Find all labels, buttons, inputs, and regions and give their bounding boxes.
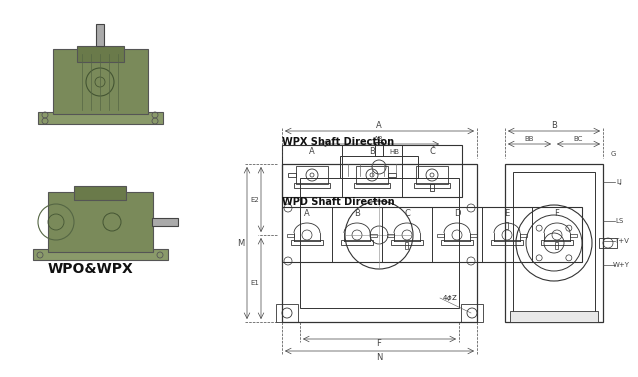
Bar: [405, 242, 408, 249]
Text: M: M: [237, 239, 244, 247]
Bar: [340, 156, 418, 178]
Bar: [375, 142, 383, 156]
Bar: [74, 186, 126, 200]
Bar: [416, 166, 448, 184]
Bar: [287, 234, 294, 237]
Text: W+Y: W+Y: [612, 262, 630, 268]
Bar: [505, 222, 508, 229]
Text: WPX Shaft Direction: WPX Shaft Direction: [282, 137, 394, 147]
Bar: [430, 184, 434, 191]
Text: A: A: [304, 210, 310, 219]
Bar: [505, 164, 603, 322]
Text: F: F: [376, 340, 382, 348]
Bar: [461, 304, 483, 322]
Bar: [288, 173, 296, 177]
Text: E1: E1: [251, 280, 260, 286]
Text: HB: HB: [389, 149, 399, 155]
Bar: [48, 192, 153, 252]
Bar: [510, 311, 598, 322]
Text: B: B: [369, 147, 375, 156]
Bar: [282, 164, 477, 322]
Bar: [388, 173, 396, 177]
Bar: [33, 249, 168, 260]
Bar: [470, 234, 477, 237]
Bar: [38, 112, 163, 124]
Bar: [437, 234, 444, 237]
Text: LJ: LJ: [616, 179, 622, 185]
Bar: [599, 238, 617, 248]
Bar: [53, 49, 148, 114]
Bar: [77, 46, 124, 62]
Bar: [555, 242, 558, 249]
Bar: [441, 240, 473, 245]
Bar: [300, 178, 459, 308]
Bar: [356, 166, 388, 184]
Text: G: G: [611, 151, 616, 157]
Text: BC: BC: [574, 136, 582, 142]
Text: D: D: [454, 210, 460, 219]
Text: BB: BB: [524, 136, 534, 142]
Text: T+V: T+V: [614, 238, 628, 244]
Bar: [541, 240, 573, 245]
Bar: [276, 304, 298, 322]
Bar: [294, 183, 330, 188]
Bar: [96, 24, 104, 46]
Text: A: A: [309, 147, 315, 156]
Text: N: N: [376, 352, 382, 362]
Bar: [341, 240, 373, 245]
Bar: [414, 183, 450, 188]
Bar: [370, 234, 377, 237]
Bar: [387, 234, 394, 237]
Bar: [391, 240, 423, 245]
Text: 4$\phi$Z: 4$\phi$Z: [442, 293, 458, 303]
Text: E2: E2: [251, 197, 260, 203]
Bar: [291, 240, 323, 245]
Text: WPD Shaft Direction: WPD Shaft Direction: [282, 197, 395, 207]
Text: B: B: [354, 210, 360, 219]
Bar: [354, 183, 390, 188]
Text: C: C: [429, 147, 435, 156]
Bar: [296, 166, 328, 184]
Text: LS: LS: [615, 218, 623, 224]
Bar: [282, 145, 462, 197]
Text: E: E: [505, 210, 510, 219]
Text: AB: AB: [375, 136, 383, 142]
Text: A: A: [376, 121, 382, 130]
Text: C: C: [404, 210, 410, 219]
Bar: [520, 234, 527, 237]
Bar: [152, 218, 178, 226]
Bar: [491, 240, 523, 245]
Bar: [570, 234, 577, 237]
Text: B: B: [551, 121, 557, 130]
Text: F: F: [554, 210, 560, 219]
Text: WPO&WPX: WPO&WPX: [47, 262, 133, 276]
Bar: [513, 172, 595, 314]
Bar: [282, 207, 582, 262]
